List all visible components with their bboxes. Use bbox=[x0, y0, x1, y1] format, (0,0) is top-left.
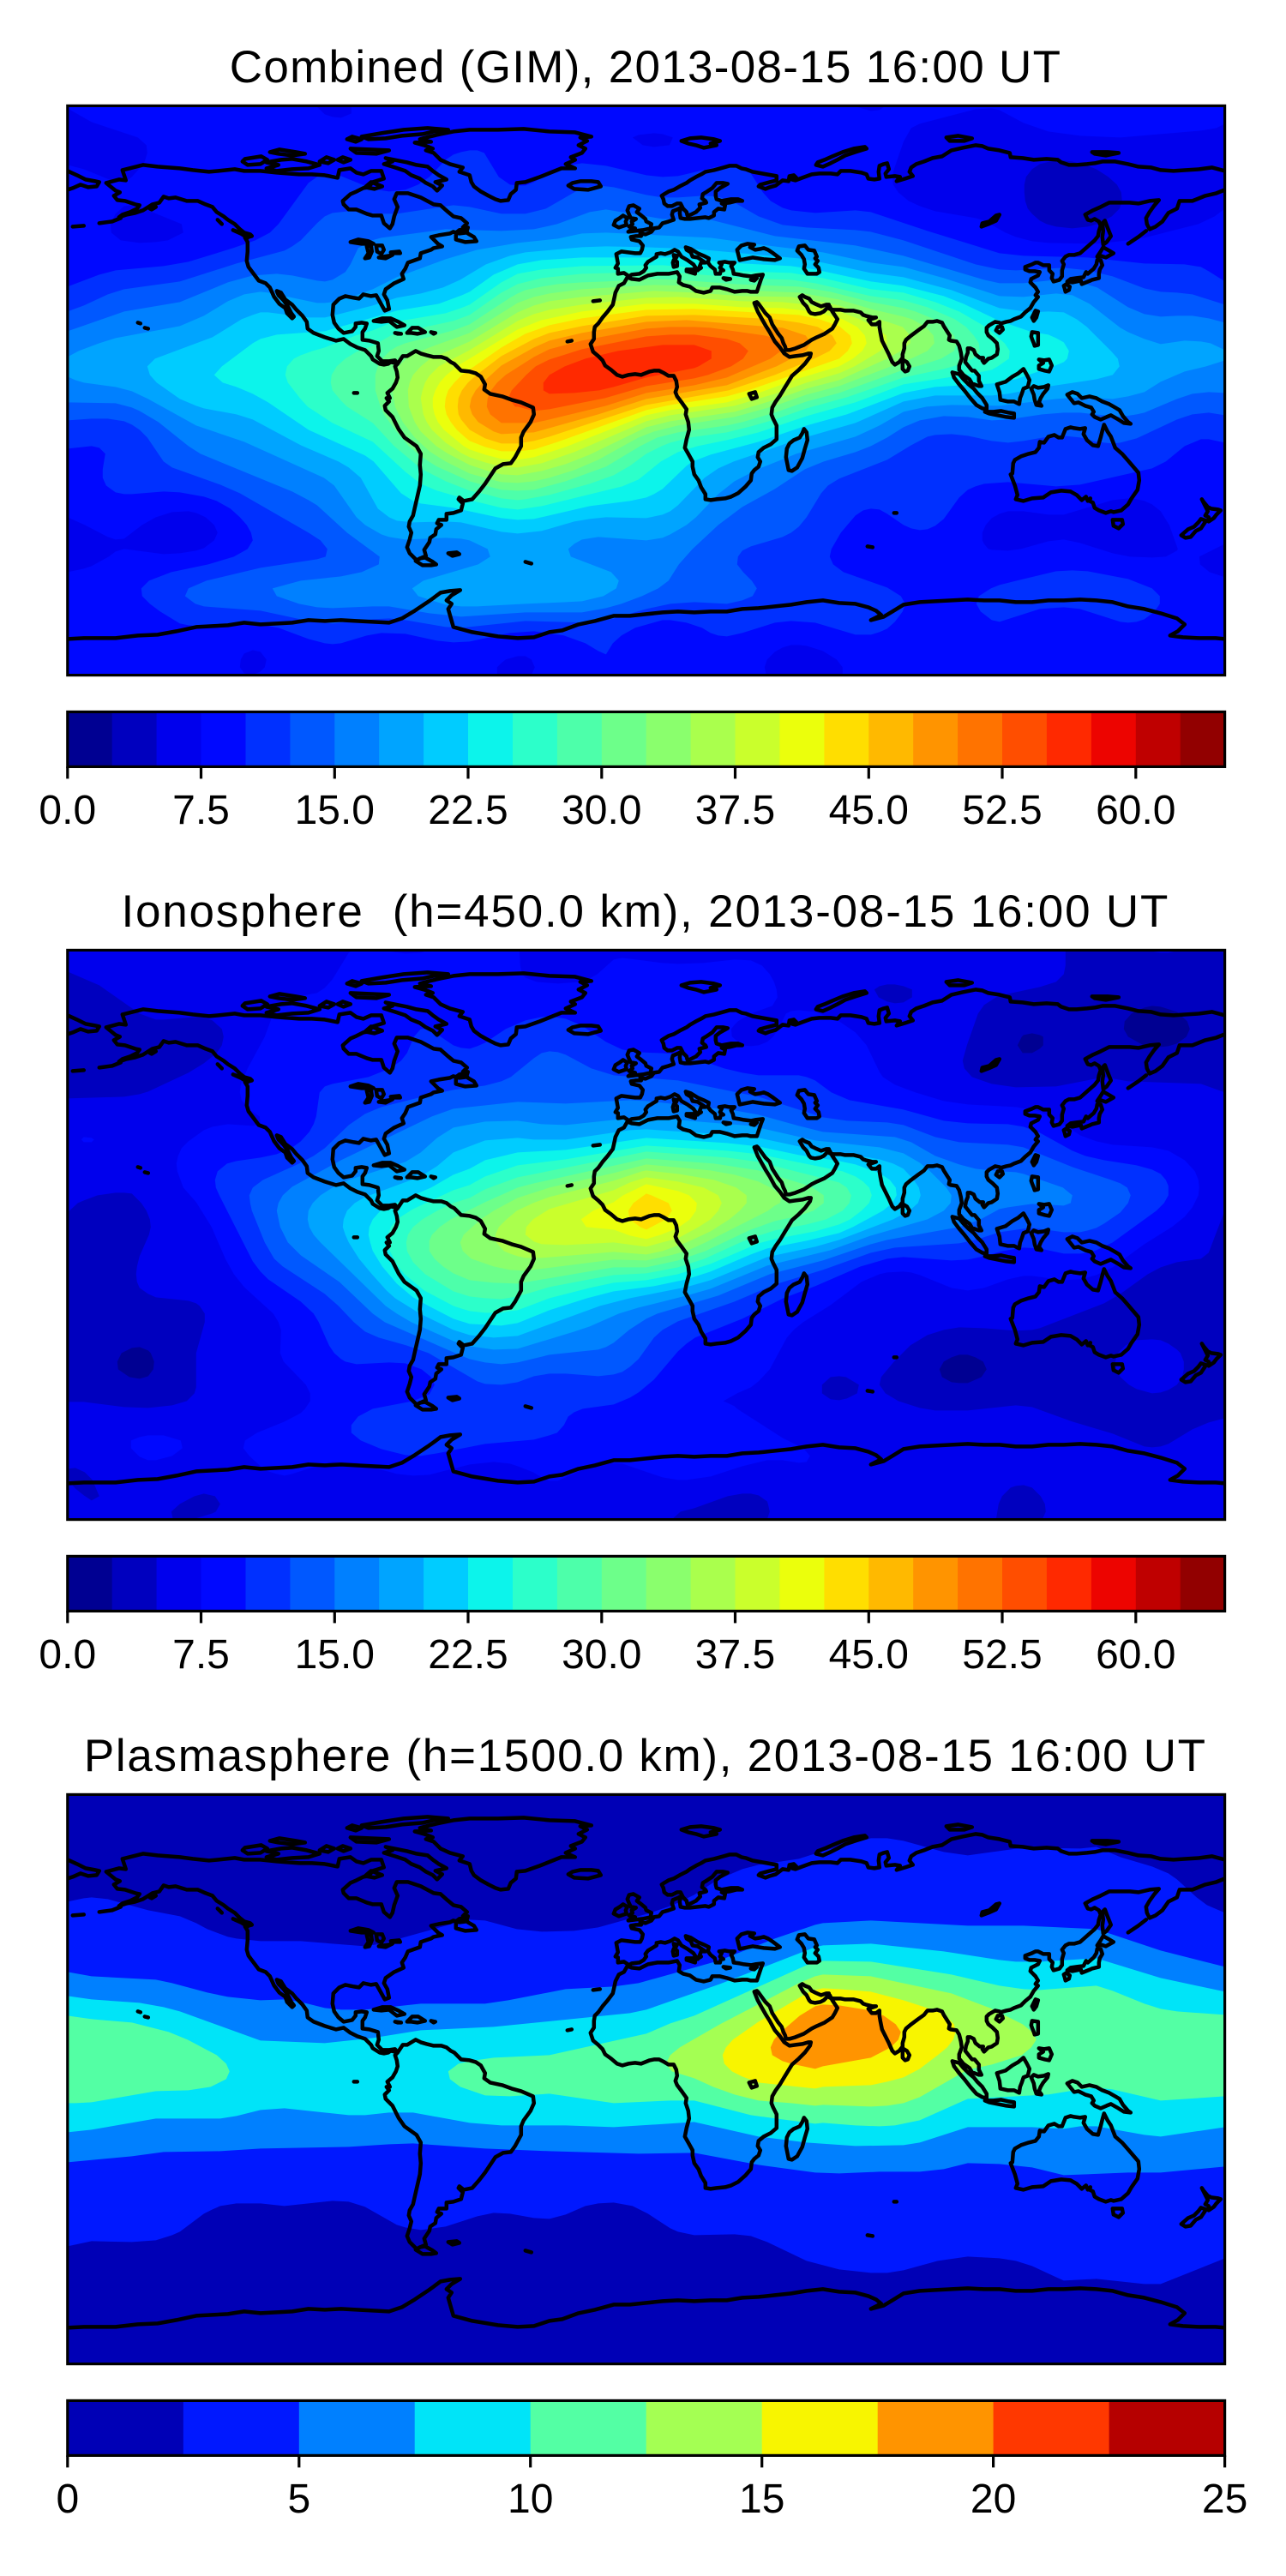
svg-text:37.5: 37.5 bbox=[695, 1632, 775, 1678]
svg-text:25: 25 bbox=[1202, 2477, 1247, 2522]
svg-text:7.5: 7.5 bbox=[172, 1632, 230, 1678]
svg-text:Plasmasphere (h=1500.0 km), 20: Plasmasphere (h=1500.0 km), 2013-08-15 1… bbox=[84, 1731, 1207, 1781]
svg-text:0: 0 bbox=[56, 2477, 79, 2522]
svg-text:22.5: 22.5 bbox=[428, 1632, 508, 1678]
svg-text:30.0: 30.0 bbox=[562, 1632, 641, 1678]
svg-text:0.0: 0.0 bbox=[39, 1632, 96, 1678]
svg-text:10: 10 bbox=[508, 2477, 553, 2522]
svg-text:60.0: 60.0 bbox=[1096, 788, 1175, 833]
svg-text:Combined (GIM), 2013-08-15 16:: Combined (GIM), 2013-08-15 16:00 UT bbox=[230, 42, 1062, 93]
svg-text:60.0: 60.0 bbox=[1096, 1632, 1175, 1678]
svg-text:0.0: 0.0 bbox=[39, 788, 96, 833]
svg-text:22.5: 22.5 bbox=[428, 788, 508, 833]
svg-text:20: 20 bbox=[971, 2477, 1016, 2522]
svg-text:52.5: 52.5 bbox=[962, 788, 1042, 833]
svg-text:45.0: 45.0 bbox=[829, 788, 909, 833]
svg-text:45.0: 45.0 bbox=[829, 1632, 909, 1678]
svg-text:7.5: 7.5 bbox=[172, 788, 230, 833]
svg-text:15: 15 bbox=[739, 2477, 784, 2522]
svg-text:52.5: 52.5 bbox=[962, 1632, 1042, 1678]
svg-text:37.5: 37.5 bbox=[695, 788, 775, 833]
svg-text:Ionosphere (h=450.0 km), 2013: Ionosphere (h=450.0 km), 2013-08-15 16:0… bbox=[121, 886, 1169, 937]
svg-text:15.0: 15.0 bbox=[295, 1632, 375, 1678]
svg-text:30.0: 30.0 bbox=[562, 788, 641, 833]
svg-text:15.0: 15.0 bbox=[295, 788, 375, 833]
svg-text:5: 5 bbox=[287, 2477, 310, 2522]
